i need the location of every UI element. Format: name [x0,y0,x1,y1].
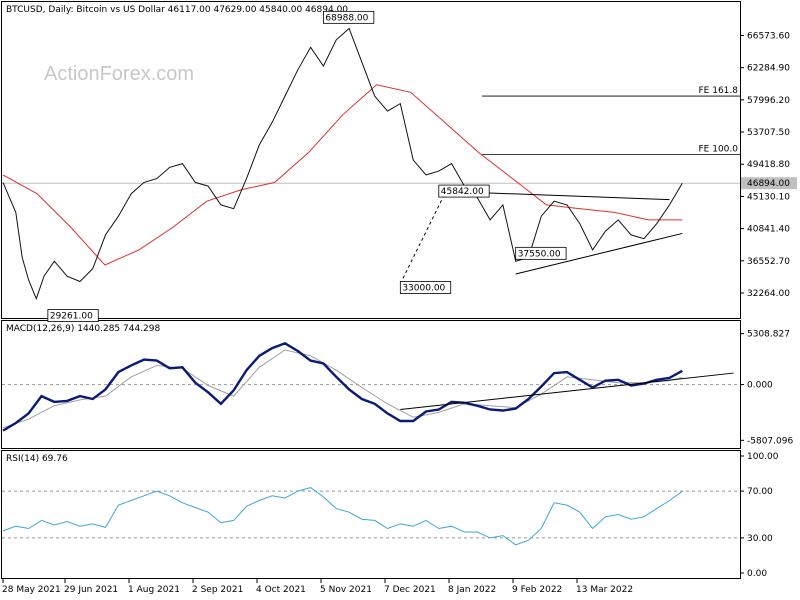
macd-axis: 5308.827 0.000 -5807.096 [740,330,793,446]
price-dashed-trendline [399,192,446,284]
macd-tick-label: 0.000 [747,381,773,391]
rsi-panel-frame [1,450,741,579]
price-tick-label: 53707.50 [747,128,790,138]
price-tick-label: 36552.70 [747,257,790,267]
rsi-axis: 100.00 70.00 30.00 0.00 [740,452,779,579]
rsi-tick-label: 30.00 [747,534,773,544]
price-label-box [515,246,567,260]
x-tick-label: 7 Dec 2021 [384,585,436,595]
x-tick-label: 9 Feb 2022 [512,585,562,595]
watermark: ActionForex.com [44,63,194,85]
current-price-label: 46894.00 [747,179,790,189]
rsi-grid [2,490,740,539]
panel-frames [1,1,741,579]
x-tick-label: 2 Sep 2021 [192,585,243,595]
x-tick-label: 28 May 2021 [2,585,61,595]
x-tick-label: 13 Mar 2022 [576,585,633,595]
price-tick-label: 62284.90 [747,64,790,74]
fib-label: FE 100.0 [699,145,739,155]
price-label-box [399,281,452,294]
macd-header: MACD(12,26,9) 1440.285 744.298 [6,324,161,334]
price-tick-label: 66573.60 [747,31,790,41]
price-trendline [515,232,683,275]
price-label-box [438,184,490,198]
macd-line [2,341,683,432]
rsi-header: RSI(14) 69.76 [6,454,68,464]
price-header: BTCUSD, Daily: Bitcoin vs US Dollar 4611… [6,5,348,15]
price-axis: 66573.60 62284.90 57996.20 53707.50 49418.80… [740,31,797,299]
price-label-box [323,10,375,24]
price-tick-label: 49418.80 [747,160,790,170]
macd-tick-label: 5308.827 [747,330,790,340]
price-label: 33000.00 [402,283,445,293]
rsi-tick-label: 70.00 [747,487,773,497]
current-price-tag [741,177,797,190]
x-tick-label: 1 Aug 2021 [128,585,180,595]
x-tick-label: 5 Nov 2021 [320,585,372,595]
macd-tick-label: -5807.096 [747,436,793,446]
fib-label: FE 161.8 [699,86,739,96]
x-tick-label: 4 Oct 2021 [256,585,306,595]
price-label-box [47,309,99,322]
macd-signal-line [2,349,683,429]
price-line [2,27,683,301]
x-tick-label: 8 Jan 2022 [448,585,496,595]
rsi-tick-label: 100.00 [747,452,779,462]
x-axis: 28 May 2021 29 Jun 2021 1 Aug 2021 2 Sep 20… [2,579,633,595]
price-label: 29261.00 [50,312,93,322]
moving-average-line [2,84,683,266]
fib-extension-lines: FE 161.8 FE 100.0 [482,86,740,156]
price-tick-label: 32264.00 [747,289,790,299]
price-label: 68988.00 [325,13,368,23]
rsi-line [2,487,683,546]
rsi-tick-label: 0.00 [747,569,767,579]
price-labels: 68988.00 45842.00 37550.00 33000.00 29261.00 [47,10,567,322]
x-tick-label: 29 Jun 2021 [64,585,118,595]
price-tick-label: 45130.10 [747,192,790,202]
price-label: 37550.00 [518,249,561,259]
price-tick-label: 57996.20 [747,96,790,106]
price-panel-frame [1,1,741,319]
price-label: 45842.00 [441,187,484,197]
macd-trendline [400,372,734,411]
price-tick-label: 40841.40 [747,225,790,235]
